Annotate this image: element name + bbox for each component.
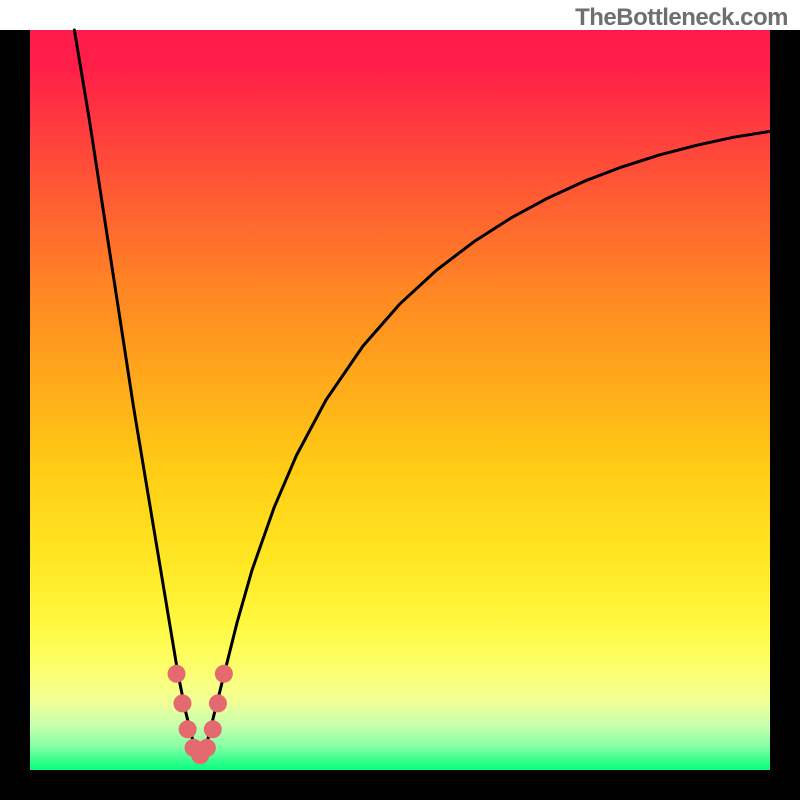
chart-container: TheBottleneck.com (0, 0, 800, 800)
plot-background (30, 30, 770, 770)
marker-dot (179, 720, 197, 738)
marker-dot (209, 694, 227, 712)
marker-dot (168, 665, 186, 683)
plot-svg (0, 0, 800, 800)
marker-dot (215, 665, 233, 683)
watermark-text: TheBottleneck.com (575, 4, 788, 32)
marker-dot (173, 694, 191, 712)
marker-dot (198, 739, 216, 757)
marker-dot (204, 720, 222, 738)
